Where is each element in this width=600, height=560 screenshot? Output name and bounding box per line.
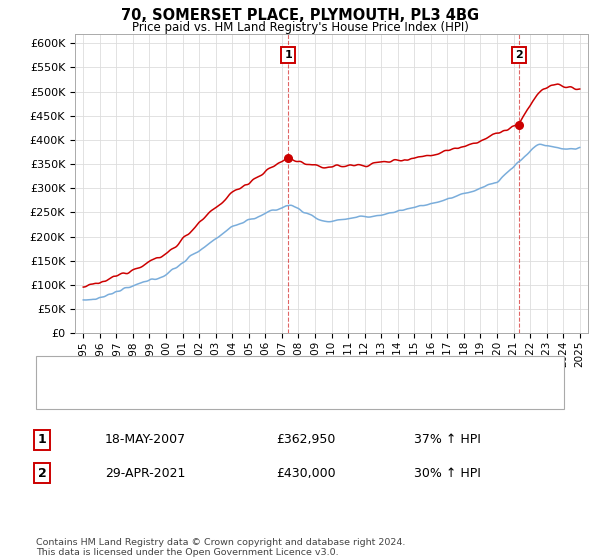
Text: 1: 1 (284, 50, 292, 60)
Text: 2: 2 (515, 50, 523, 60)
Text: £430,000: £430,000 (276, 466, 335, 480)
Text: 1: 1 (38, 433, 46, 446)
Text: Contains HM Land Registry data © Crown copyright and database right 2024.
This d: Contains HM Land Registry data © Crown c… (36, 538, 406, 557)
Text: 18-MAY-2007: 18-MAY-2007 (105, 433, 186, 446)
Text: 70, SOMERSET PLACE, PLYMOUTH, PL3 4BG (detached house): 70, SOMERSET PLACE, PLYMOUTH, PL3 4BG (d… (81, 366, 425, 376)
Text: 2: 2 (38, 466, 46, 480)
Text: Price paid vs. HM Land Registry's House Price Index (HPI): Price paid vs. HM Land Registry's House … (131, 21, 469, 34)
Text: £362,950: £362,950 (276, 433, 335, 446)
Text: 30% ↑ HPI: 30% ↑ HPI (414, 466, 481, 480)
Text: 29-APR-2021: 29-APR-2021 (105, 466, 185, 480)
Text: 70, SOMERSET PLACE, PLYMOUTH, PL3 4BG: 70, SOMERSET PLACE, PLYMOUTH, PL3 4BG (121, 8, 479, 24)
Text: 37% ↑ HPI: 37% ↑ HPI (414, 433, 481, 446)
Text: HPI: Average price, detached house, City of Plymouth: HPI: Average price, detached house, City… (81, 389, 380, 399)
